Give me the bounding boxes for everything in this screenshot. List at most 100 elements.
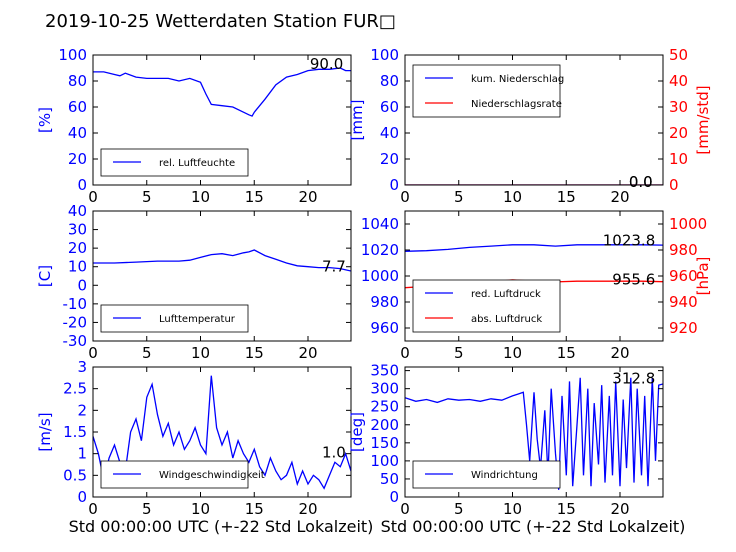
- y-tick-label: 30: [68, 221, 87, 239]
- y-tick-label: 350: [370, 362, 399, 380]
- y-tick-label: 0: [389, 176, 399, 194]
- x-tick-label: 0: [88, 344, 98, 362]
- y-tick-label: 100: [370, 46, 399, 64]
- legend-label: Lufttemperatur: [159, 314, 236, 325]
- y-tick-label: 0: [77, 488, 87, 506]
- plot-frame: [92, 54, 352, 186]
- y-tick-label: 2.5: [63, 380, 87, 398]
- x-tick-label: 10: [191, 344, 210, 362]
- x-tick-label: 5: [142, 500, 152, 518]
- x-tick-label: 5: [454, 188, 464, 206]
- y-tick-label: 20: [68, 239, 87, 257]
- x-tick-label: 15: [245, 344, 264, 362]
- x-tick-label: 20: [610, 188, 629, 206]
- y-tick-label: 300: [370, 380, 399, 398]
- series-line-windrichtung: [405, 377, 663, 490]
- x-axis-label-left: Std 00:00:00 UTC (+-22 Std Lokalzeit): [69, 517, 374, 536]
- y-axis-label: [mm]: [348, 100, 366, 141]
- x-tick-label: 10: [191, 188, 210, 206]
- y-tick-label: 50: [380, 470, 399, 488]
- y-axis-label: [deg]: [348, 412, 366, 452]
- x-tick-label: 10: [503, 344, 522, 362]
- y-tick-label: 1: [77, 445, 87, 463]
- legend: Windgeschwindigkeit: [100, 460, 265, 489]
- y-tick-label: 200: [370, 416, 399, 434]
- value-annotation: 1023.8: [603, 232, 656, 250]
- y-axis-label: [%]: [36, 107, 54, 133]
- y-tick-label: 20: [68, 150, 87, 168]
- y2-tick-label: 50: [669, 46, 688, 64]
- y-tick-label: 3: [77, 358, 87, 376]
- legend-label: Niederschlagsrate: [471, 99, 562, 110]
- y2-tick-label: 10: [669, 150, 688, 168]
- y2-axis-label: [mm/std]: [694, 85, 712, 154]
- y-tick-label: 40: [380, 124, 399, 142]
- y2-tick-label: 960: [669, 267, 698, 285]
- legend-label: abs. Luftdruck: [471, 314, 542, 325]
- x-tick-label: 20: [298, 500, 317, 518]
- legend-box: [412, 279, 561, 333]
- value-annotation: 90.0: [310, 55, 343, 73]
- y-tick-label: 250: [370, 398, 399, 416]
- y-tick-label: 80: [380, 72, 399, 90]
- y-tick-label: 1.5: [63, 423, 87, 441]
- panel-wind-direction: 0 5 10 15 20050100150200250300350[deg]Windri…: [348, 362, 664, 518]
- value-annotation: 7.7: [322, 258, 346, 276]
- x-tick-label: 0: [400, 188, 410, 206]
- y-axis-label: [m/s]: [36, 412, 54, 451]
- y-tick-label: 1020: [361, 241, 399, 259]
- y2-tick-label: 30: [669, 98, 688, 116]
- value-annotation: 312.8: [612, 369, 655, 387]
- y-tick-label: 1040: [361, 215, 399, 233]
- y-tick-label: 40: [68, 202, 87, 220]
- x-tick-label: 5: [454, 344, 464, 362]
- x-tick-label: 20: [610, 500, 629, 518]
- legend-label: kum. Niederschlag: [471, 74, 564, 85]
- legend: rel. Luftfeuchte: [100, 148, 249, 177]
- y2-tick-label: 920: [669, 319, 698, 337]
- y-axis-label: [C]: [36, 265, 54, 287]
- y2-tick-label: 0: [669, 176, 679, 194]
- panel-pressure: 0 5 10 15 20 960 980 1000 1020 1040 920 940 960 980 10…: [361, 210, 712, 362]
- panel-precipitation: 0 5 10 15 20 0 20 40 60 80 100 0 10 20 30 40 50 [mm/std] […: [348, 46, 712, 206]
- x-tick-label: 0: [88, 500, 98, 518]
- y-tick-label: 60: [380, 98, 399, 116]
- legend-label: red. Luftdruck: [471, 289, 541, 300]
- panel-wind-speed: 0 5 10 15 2000.511.522.53[m/s]Windgeschwindi…: [36, 358, 352, 518]
- x-tick-label: 20: [298, 188, 317, 206]
- y2-tick-label: 1000: [669, 215, 707, 233]
- legend-box: [412, 64, 561, 118]
- value-annotation: 955.6: [612, 271, 655, 289]
- y-tick-label: -30: [63, 332, 88, 350]
- y-tick-label: 980: [370, 293, 399, 311]
- legend: red. Luftdruck abs. Luftdruck: [412, 279, 561, 333]
- x-tick-label: 15: [557, 500, 576, 518]
- value-annotation: 0.0: [629, 173, 653, 191]
- x-tick-label: 15: [557, 188, 576, 206]
- x-tick-label: 20: [610, 344, 629, 362]
- legend: Lufttemperatur: [100, 304, 249, 333]
- plot-frame: [92, 210, 352, 342]
- y-tick-label: 60: [68, 98, 87, 116]
- y2-tick-label: 980: [669, 241, 698, 259]
- y-tick-label: 1000: [361, 267, 399, 285]
- panel-humidity: 0 5 10 15 20 0 20 40 60 80 100 [%] rel. Luftfeuchte 9…: [36, 46, 352, 206]
- y-tick-label: 0: [389, 488, 399, 506]
- series-line-lufttemperatur: [93, 249, 351, 272]
- y-tick-label: 80: [68, 72, 87, 90]
- x-tick-label: 5: [142, 188, 152, 206]
- y-tick-label: 20: [380, 150, 399, 168]
- x-tick-label: 0: [88, 188, 98, 206]
- y-tick-label: 100: [58, 46, 87, 64]
- x-tick-label: 10: [503, 500, 522, 518]
- legend: kum. Niederschlag Niederschlagsrate: [412, 64, 564, 118]
- x-axis-label-right: Std 00:00:00 UTC (+-22 Std Lokalzeit): [381, 517, 686, 536]
- y-tick-label: 100: [370, 452, 399, 470]
- y-tick-label: -10: [63, 295, 88, 313]
- y-tick-label: 10: [68, 258, 87, 276]
- y-tick-label: 2: [77, 401, 87, 419]
- y-tick-label: 40: [68, 124, 87, 142]
- x-tick-label: 0: [400, 344, 410, 362]
- plot-frame: [404, 54, 664, 186]
